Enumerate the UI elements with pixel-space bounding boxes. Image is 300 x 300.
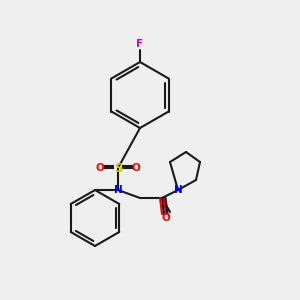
Text: N: N	[114, 185, 122, 195]
Text: O: O	[162, 213, 170, 223]
Text: S: S	[114, 161, 122, 175]
Text: O: O	[132, 163, 140, 173]
Text: O: O	[96, 163, 104, 173]
Text: F: F	[136, 39, 144, 49]
Text: N: N	[174, 185, 182, 195]
